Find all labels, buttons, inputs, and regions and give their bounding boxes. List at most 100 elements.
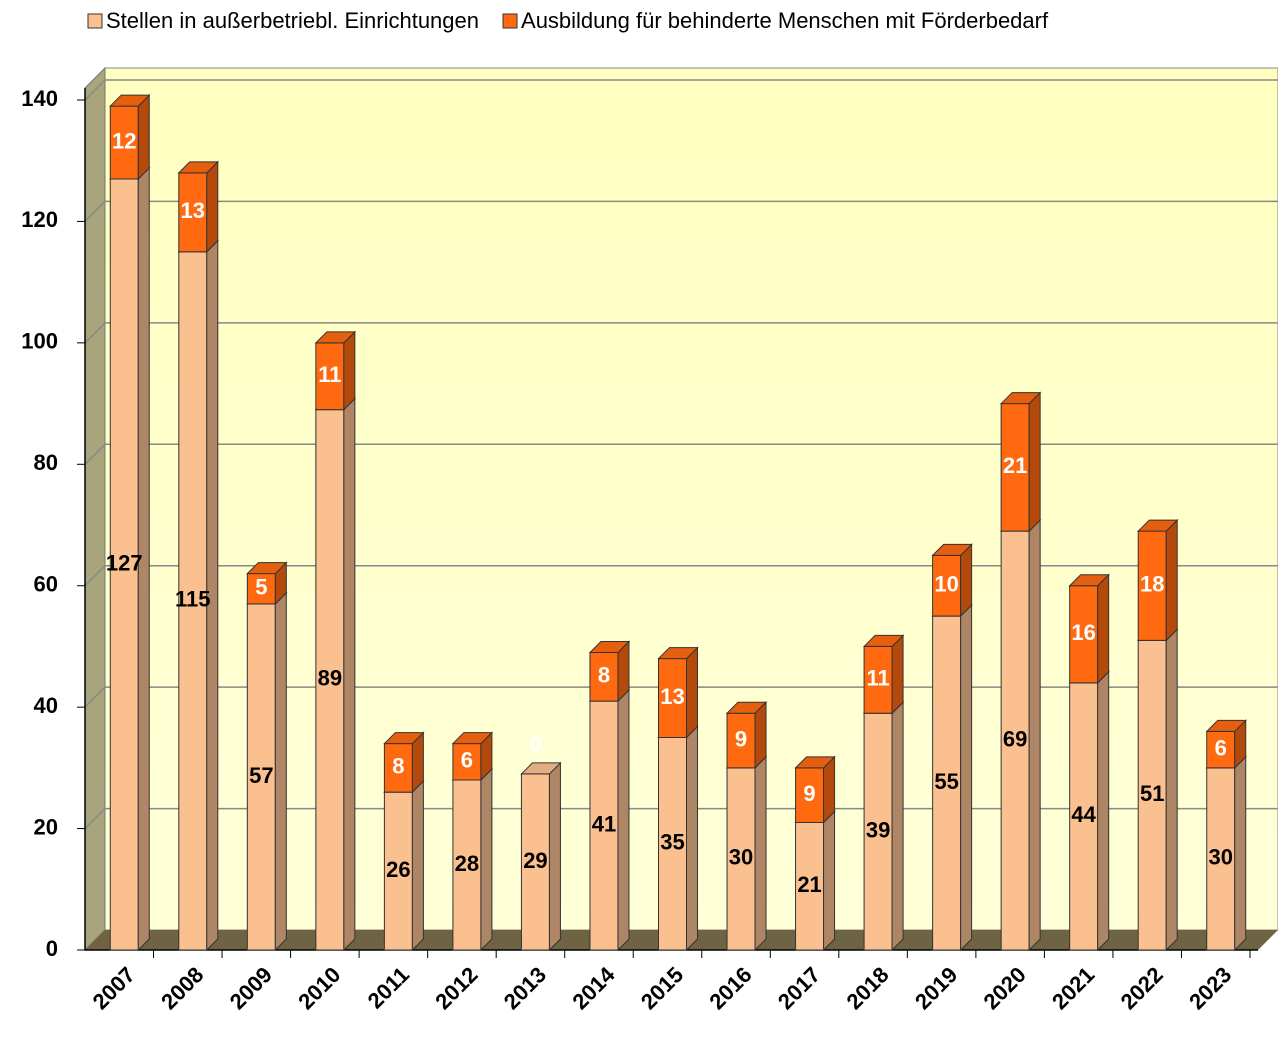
bar-top [588, 641, 631, 653]
bar-segment [1206, 730, 1236, 769]
bar-side [686, 646, 698, 739]
data-label: 21 [797, 872, 821, 897]
data-label: 5 [255, 575, 267, 600]
bar-side [754, 755, 767, 952]
bar-top [451, 732, 494, 745]
legend-label: Stellen in außerbetriebl. Einrichtungen [106, 8, 479, 33]
bar-side [1165, 628, 1178, 952]
x-tick-label: 2017 [773, 962, 825, 1014]
x-tick-label: 2008 [156, 962, 208, 1014]
bar-top [725, 701, 768, 714]
x-tick-label: 2013 [499, 962, 551, 1014]
bar-side [823, 810, 836, 952]
bar-side [1165, 518, 1178, 642]
bar-top [1205, 719, 1247, 732]
bar-top [383, 732, 425, 745]
data-label: 6 [461, 748, 473, 773]
legend-swatch [87, 13, 103, 29]
data-label: 35 [660, 830, 684, 855]
data-label: 28 [455, 851, 479, 876]
x-tick-label: 2020 [978, 962, 1030, 1014]
bar-top [1136, 519, 1179, 532]
x-tick-label: 2007 [88, 962, 140, 1014]
grid-line [84, 322, 106, 344]
data-label: 127 [106, 550, 143, 575]
bar-side [1028, 391, 1041, 533]
bar-segment [795, 767, 825, 823]
x-tick-label: 2022 [1116, 962, 1168, 1014]
data-label: 30 [1208, 845, 1232, 870]
x-tick-label: 2019 [910, 962, 962, 1014]
x-tick-label: 2021 [1047, 962, 1099, 1014]
bar-side [891, 634, 904, 715]
data-label: 13 [181, 198, 205, 223]
bar-side [411, 779, 424, 952]
data-label: 16 [1071, 620, 1095, 645]
bar-side [1097, 573, 1110, 685]
bar-side [1028, 518, 1041, 952]
bar-top [862, 634, 905, 647]
bar-segment [658, 658, 687, 738]
grid-line [84, 443, 106, 465]
bar-side [343, 330, 356, 411]
x-tick-label: 2010 [293, 962, 345, 1014]
bar-segment [589, 652, 619, 702]
bar-side [891, 701, 904, 952]
bar-segment [1069, 585, 1099, 684]
bar-top [931, 543, 973, 556]
bar-top [1068, 574, 1110, 587]
y-tick-label: 20 [34, 814, 58, 839]
data-label: 57 [249, 763, 273, 788]
bar-top [177, 161, 220, 174]
bar-segment [109, 178, 139, 951]
y-tick-label: 120 [21, 207, 58, 232]
bar-side [480, 767, 493, 952]
bar-side [960, 543, 973, 618]
data-label: 6 [1215, 735, 1227, 760]
y-tick-label: 60 [34, 572, 58, 597]
legend-swatch [502, 13, 518, 29]
data-label: 41 [592, 811, 616, 836]
y-tick-label: 40 [34, 693, 58, 718]
bar-side [274, 591, 287, 952]
data-label: 44 [1071, 802, 1096, 827]
x-tick-label: 2016 [704, 962, 756, 1014]
bar-side [343, 397, 356, 952]
x-tick-label: 2014 [567, 961, 620, 1014]
bar-side [137, 93, 150, 181]
data-label: 21 [1003, 453, 1027, 478]
bar-side [686, 725, 698, 952]
legend: Stellen in außerbetriebl. Einrichtungen A… [87, 8, 1049, 33]
bar-top [314, 331, 357, 344]
bar-segment [932, 554, 962, 617]
bar-segment [1000, 403, 1030, 532]
data-label: 12 [112, 128, 136, 153]
data-label: 55 [934, 769, 958, 794]
data-label: 10 [934, 572, 958, 597]
y-tick-label: 140 [21, 86, 58, 111]
bar-top [794, 756, 836, 769]
data-label: 30 [729, 845, 753, 870]
grid-line [84, 808, 106, 830]
bar-top [246, 562, 288, 575]
bar-segment [178, 251, 208, 951]
y-tick-label: 80 [34, 450, 58, 475]
x-tick-label: 2009 [225, 962, 277, 1014]
bar-side [206, 160, 219, 253]
bar-segment [383, 743, 413, 793]
grid-line [84, 565, 106, 587]
bar-segment [452, 743, 482, 781]
data-label: 9 [735, 726, 747, 751]
bar-side [960, 603, 973, 952]
bar-segment [1000, 530, 1030, 951]
bar-side [617, 688, 630, 952]
y-tick-label: 100 [21, 329, 58, 354]
bar-segment [246, 603, 276, 951]
bar-segment [452, 779, 482, 951]
bar-side [548, 761, 561, 952]
legend-label: Ausbildung für behinderte Menschen mit F… [521, 8, 1049, 33]
bar-side [1234, 755, 1247, 952]
x-tick-label: 2015 [636, 962, 688, 1014]
data-label: 0 [529, 732, 541, 757]
grid-line [84, 686, 106, 708]
